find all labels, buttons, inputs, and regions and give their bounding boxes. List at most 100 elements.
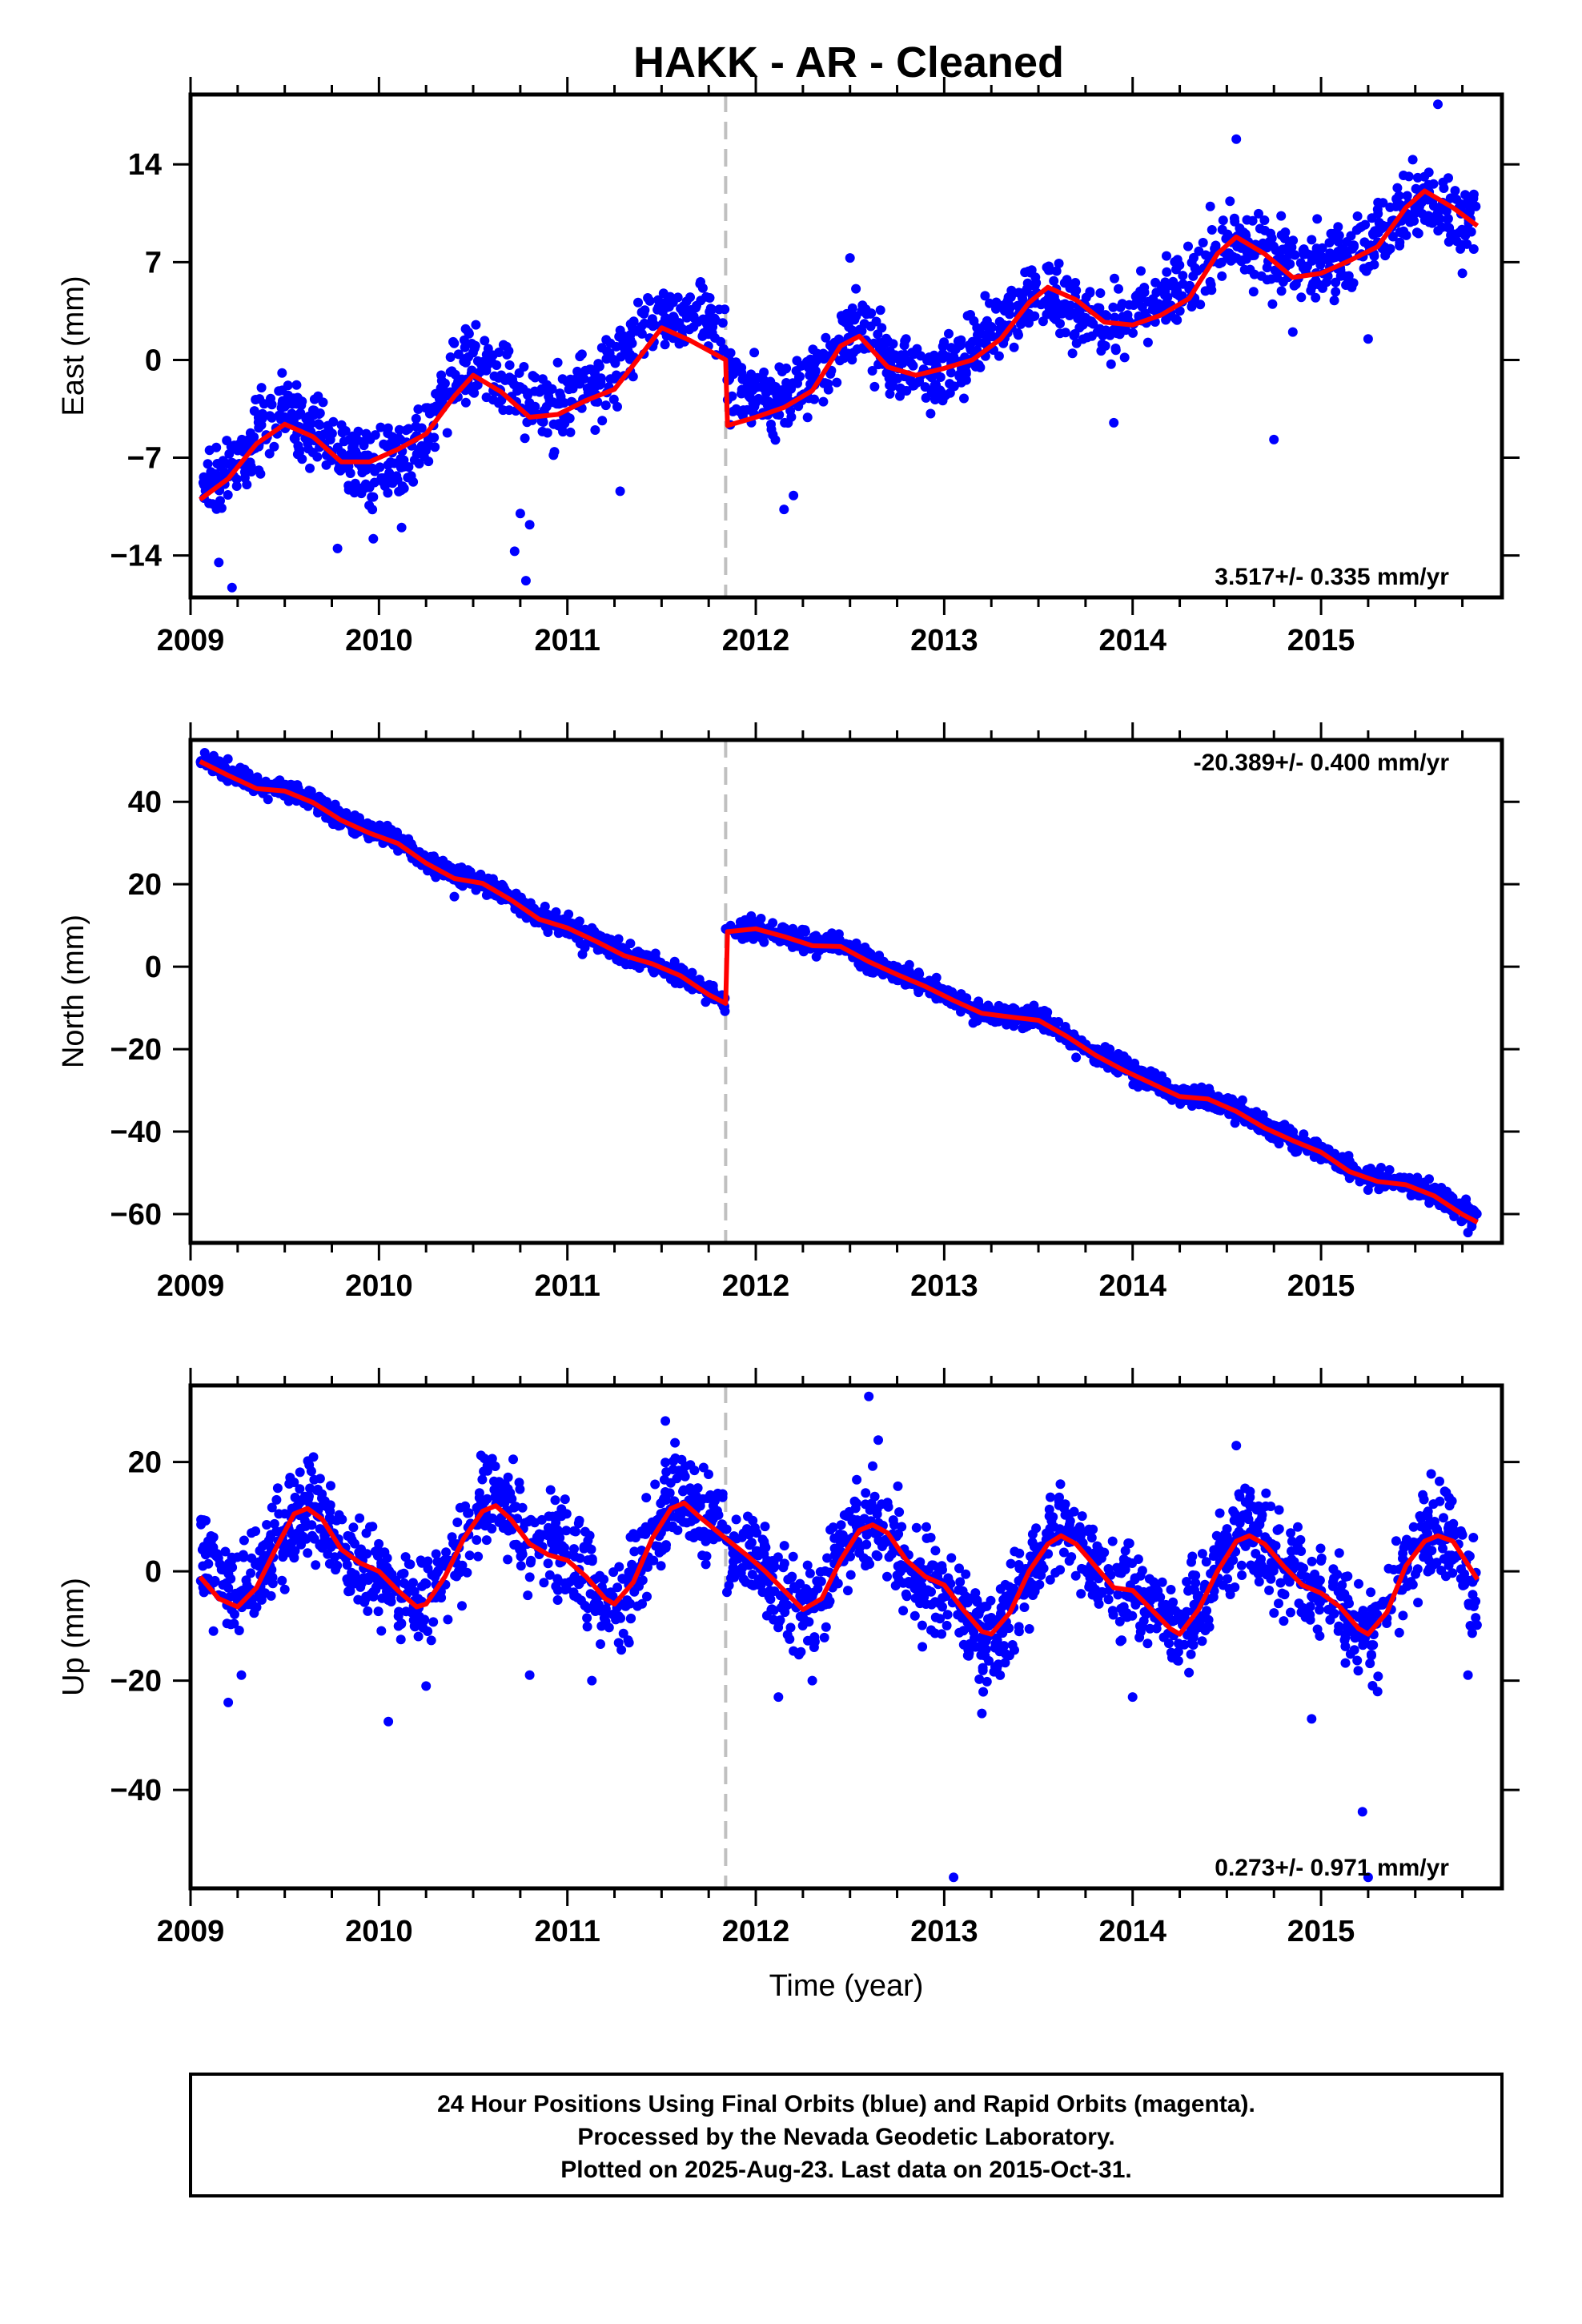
- data-point: [436, 376, 447, 386]
- data-point-outlier: [332, 543, 343, 553]
- data-point-outlier: [1231, 134, 1242, 144]
- data-point: [946, 343, 957, 353]
- data-point: [370, 430, 380, 440]
- data-point: [1329, 1573, 1339, 1583]
- data-point: [295, 1467, 305, 1478]
- y-tick-label: −7: [127, 442, 162, 476]
- data-point: [1359, 263, 1369, 274]
- data-point: [1142, 337, 1153, 348]
- data-point-outlier: [520, 576, 531, 586]
- data-point: [1329, 296, 1339, 306]
- data-point: [1385, 202, 1395, 212]
- data-point: [1315, 1630, 1325, 1641]
- data-point: [547, 384, 557, 394]
- data-point: [926, 408, 936, 419]
- data-point: [1471, 1613, 1481, 1623]
- data-point: [1110, 345, 1121, 356]
- data-point: [394, 424, 404, 435]
- y-axis-label: East (mm): [57, 275, 90, 416]
- data-point: [321, 460, 331, 470]
- data-point: [1013, 328, 1023, 338]
- data-point: [431, 1549, 441, 1559]
- data-point: [438, 384, 448, 394]
- data-point: [1261, 1488, 1271, 1498]
- data-point: [1307, 250, 1317, 260]
- data-point: [1042, 1007, 1053, 1017]
- data-point: [255, 468, 266, 479]
- data-point: [1042, 309, 1052, 320]
- data-point: [1299, 1129, 1309, 1140]
- data-point: [442, 428, 452, 438]
- x-tick-label: 2012: [722, 1269, 790, 1303]
- data-point: [658, 288, 669, 299]
- data-point: [1315, 1605, 1325, 1615]
- data-point: [1134, 1632, 1145, 1642]
- data-point: [1439, 1513, 1448, 1523]
- data-point: [809, 931, 819, 942]
- data-point: [367, 463, 377, 473]
- x-tick-label: 2014: [1098, 624, 1166, 657]
- data-point: [695, 279, 705, 289]
- data-point: [303, 1548, 313, 1558]
- data-point: [600, 400, 611, 411]
- data-point: [502, 349, 512, 360]
- data-point-outlier: [845, 253, 855, 263]
- plot-area: [191, 740, 1502, 1243]
- data-point: [1403, 171, 1414, 182]
- data-point: [343, 435, 354, 445]
- data-point: [1331, 277, 1341, 287]
- data-point: [408, 476, 419, 487]
- data-point: [1172, 315, 1182, 325]
- data-point: [498, 405, 508, 416]
- data-point: [893, 373, 903, 384]
- data-point: [844, 322, 854, 332]
- data-point: [708, 322, 718, 332]
- data-point: [785, 1622, 796, 1633]
- data-point: [909, 1610, 920, 1621]
- data-point: [383, 423, 393, 433]
- data-point: [399, 455, 409, 465]
- data-point: [797, 927, 807, 937]
- data-point-outlier: [515, 509, 525, 519]
- data-point: [1114, 329, 1125, 340]
- data-point: [1311, 1139, 1321, 1149]
- data-point: [792, 356, 802, 366]
- rate-label: -20.389+/- 0.400 mm/yr: [1194, 750, 1450, 776]
- data-point: [254, 423, 264, 433]
- data-point: [275, 775, 285, 786]
- data-point: [779, 1541, 789, 1551]
- data-point: [423, 403, 432, 413]
- data-point: [1103, 1594, 1114, 1605]
- data-point: [1241, 231, 1251, 241]
- data-point: [549, 447, 560, 457]
- data-point: [1167, 1095, 1177, 1105]
- data-point: [383, 488, 393, 498]
- data-point: [1135, 292, 1146, 301]
- data-point: [949, 352, 959, 362]
- data-point: [413, 404, 424, 414]
- data-point: [368, 492, 379, 502]
- data-point: [496, 395, 507, 405]
- data-point: [1276, 286, 1287, 296]
- data-point: [685, 292, 695, 303]
- data-point: [1217, 271, 1227, 281]
- data-point: [1186, 302, 1197, 312]
- data-point: [1383, 1563, 1394, 1574]
- data-point: [1468, 193, 1479, 203]
- data-point: [845, 1570, 856, 1580]
- data-point: [982, 316, 992, 326]
- data-point: [1334, 1621, 1344, 1631]
- data-point: [720, 304, 730, 315]
- x-tick-label: 2009: [157, 1269, 225, 1303]
- data-point: [1110, 273, 1119, 283]
- data-point: [305, 463, 315, 473]
- data-point: [1062, 277, 1073, 287]
- data-point: [1054, 259, 1064, 268]
- data-point: [982, 1676, 992, 1687]
- y-tick-label: −60: [110, 1198, 162, 1232]
- data-point: [290, 434, 300, 444]
- data-point: [1069, 331, 1079, 341]
- data-point: [336, 420, 347, 430]
- data-point: [1285, 1124, 1295, 1134]
- data-point: [1387, 231, 1398, 242]
